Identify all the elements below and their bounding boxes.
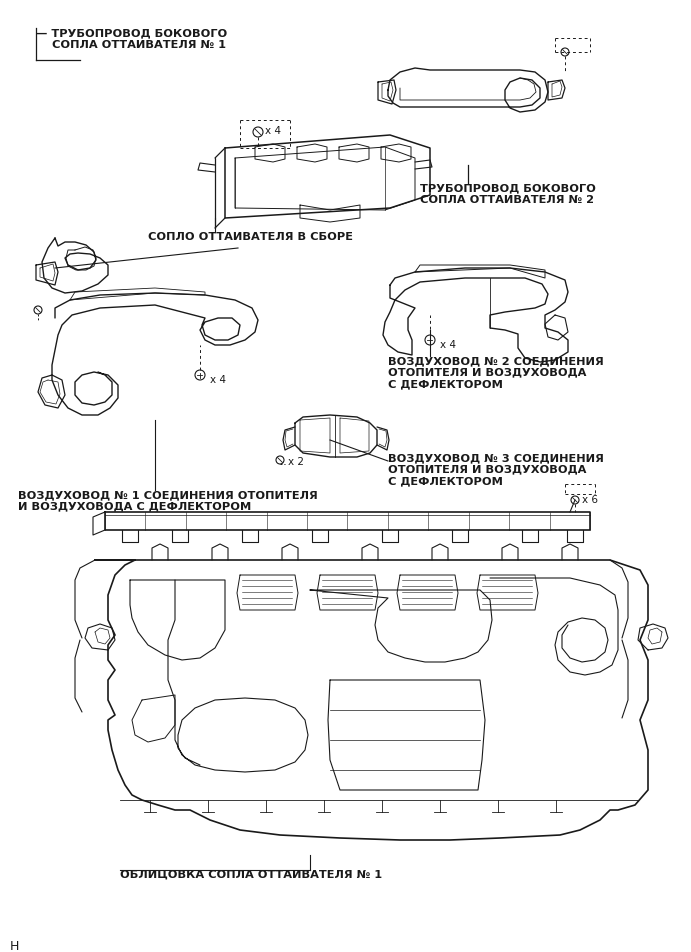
Text: СОПЛО ОТТАИВАТЕЛЯ В СБОРЕ: СОПЛО ОТТАИВАТЕЛЯ В СБОРЕ bbox=[148, 232, 353, 242]
Text: x 6: x 6 bbox=[582, 495, 598, 505]
Text: ВОЗДУХОВОД № 1 СОЕДИНЕНИЯ ОТОПИТЕЛЯ
И ВОЗДУХОВОДА С ДЕФЛЕКТОРОМ: ВОЗДУХОВОД № 1 СОЕДИНЕНИЯ ОТОПИТЕЛЯ И ВО… bbox=[18, 490, 318, 511]
Text: — ТРУБОПРОВОД БОКОВОГО
    СОПЛА ОТТАИВАТЕЛЯ № 1: — ТРУБОПРОВОД БОКОВОГО СОПЛА ОТТАИВАТЕЛЯ… bbox=[36, 28, 227, 50]
Text: ВОЗДУХОВОД № 2 СОЕДИНЕНИЯ
ОТОПИТЕЛЯ И ВОЗДУХОВОДА
С ДЕФЛЕКТОРОМ: ВОЗДУХОВОД № 2 СОЕДИНЕНИЯ ОТОПИТЕЛЯ И ВО… bbox=[388, 356, 604, 389]
Text: x 2: x 2 bbox=[288, 457, 304, 467]
Text: x 4: x 4 bbox=[440, 340, 456, 350]
Text: H: H bbox=[10, 940, 19, 952]
Text: ВОЗДУХОВОД № 3 СОЕДИНЕНИЯ
ОТОПИТЕЛЯ И ВОЗДУХОВОДА
С ДЕФЛЕКТОРОМ: ВОЗДУХОВОД № 3 СОЕДИНЕНИЯ ОТОПИТЕЛЯ И ВО… bbox=[388, 453, 604, 486]
Text: x 4: x 4 bbox=[210, 375, 226, 385]
Text: ТРУБОПРОВОД БОКОВОГО
СОПЛА ОТТАИВАТЕЛЯ № 2: ТРУБОПРОВОД БОКОВОГО СОПЛА ОТТАИВАТЕЛЯ №… bbox=[420, 183, 596, 205]
Text: ОБЛИЦОВКА СОПЛА ОТТАИВАТЕЛЯ № 1: ОБЛИЦОВКА СОПЛА ОТТАИВАТЕЛЯ № 1 bbox=[120, 870, 382, 880]
Text: x 4: x 4 bbox=[265, 126, 281, 136]
